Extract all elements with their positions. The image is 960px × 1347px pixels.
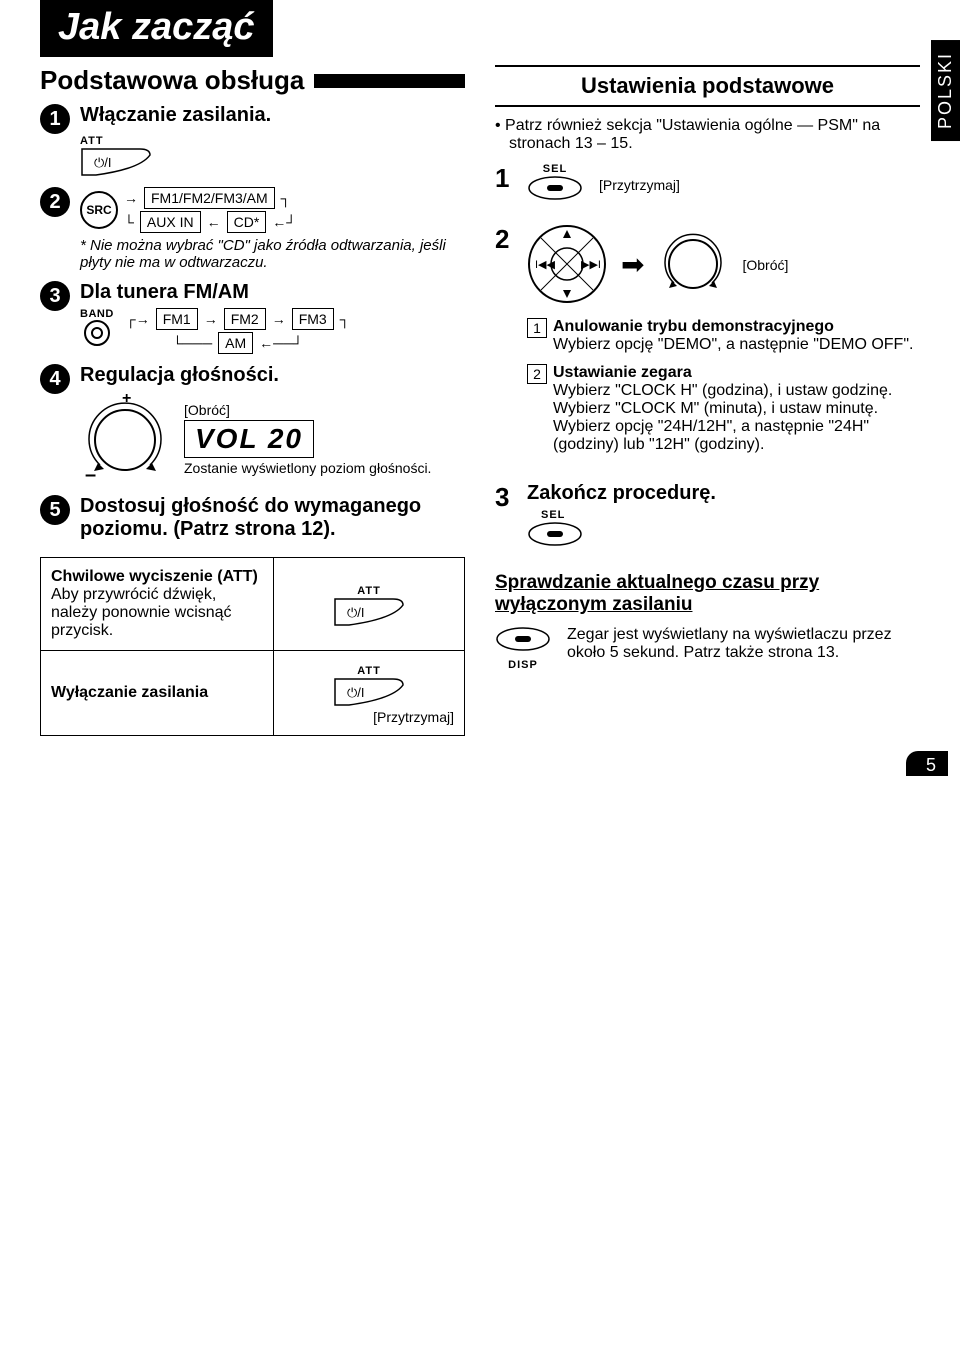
box-2: 2	[527, 364, 547, 384]
sel-button: SEL	[527, 509, 920, 552]
flow-corner: ┐	[340, 311, 350, 327]
thick-arrow-icon: ➡	[621, 248, 644, 281]
power-button-icon: ⏻/I	[333, 597, 405, 627]
arrow-icon: →	[204, 311, 218, 327]
src-button: SRC	[80, 191, 118, 229]
r3-title: Zakończ procedurę.	[527, 482, 920, 505]
flow-corner: ┌→	[126, 311, 150, 327]
svg-text:–: –	[85, 464, 96, 486]
cd-note: * Nie można wybrać "CD" jako źródła odtw…	[80, 237, 465, 271]
flow-fm-am: FM1/FM2/FM3/AM	[144, 187, 275, 209]
att-label: ATT	[80, 135, 152, 147]
flow-am: AM	[218, 332, 253, 354]
att-button: ATT ⏻/I	[80, 135, 152, 177]
arrow-icon: ←	[207, 214, 221, 230]
svg-text:▶▶I: ▶▶I	[581, 259, 601, 271]
demo-title: Anulowanie trybu demonstracyjnego	[553, 318, 920, 336]
clock-title: Ustawianie zegara	[553, 364, 920, 382]
sel-button: SEL	[527, 163, 583, 206]
language-tab: POLSKI	[931, 40, 960, 141]
power-button-icon: ⏻/I	[333, 677, 405, 707]
step-4-number: 4	[40, 364, 70, 394]
step-5-title: Dostosuj głośność do wymaganego poziomu.…	[80, 495, 465, 541]
setting-demo: 1 Anulowanie trybu demonstracyjnego Wybi…	[527, 318, 920, 354]
svg-text:I◀◀: I◀◀	[535, 259, 556, 271]
table-row-off: Wyłączanie zasilania ATT ⏻/I	[41, 651, 465, 736]
flow-corner: ←──┘	[259, 335, 303, 351]
table-row-mute: Chwilowe wyciszenie (ATT) Aby przywrócić…	[41, 558, 465, 651]
flow-fm1: FM1	[156, 308, 198, 330]
svg-text:⏻/I: ⏻/I	[347, 685, 365, 700]
att-button: ATT ⏻/I	[333, 665, 405, 707]
step-3-number: 3	[40, 281, 70, 311]
step-3-title: Dla tunera FM/AM	[80, 281, 465, 304]
flow-corner: └───	[172, 335, 212, 351]
off-title: Wyłączanie zasilania	[51, 684, 263, 702]
band-label: BAND	[80, 308, 114, 320]
flow-cd: CD*	[227, 211, 267, 233]
arrow-icon: ←┘	[272, 214, 296, 230]
svg-text:⏻/I: ⏻/I	[94, 155, 112, 170]
r-step-3: 3	[495, 482, 517, 513]
disp-label: DISP	[495, 659, 551, 671]
att-label: ATT	[333, 585, 405, 597]
lcd-display: VOL 20	[184, 420, 314, 458]
demo-text: Wybierz opcję "DEMO", a następnie "DEMO …	[553, 336, 920, 354]
settings-heading: Ustawienia podstawowe	[495, 65, 920, 107]
flow-fm3: FM3	[292, 308, 334, 330]
step-2-number: 2	[40, 187, 70, 217]
r-step-1: 1	[495, 163, 517, 194]
rotate-label: [Obróć]	[742, 257, 788, 273]
check-time-text: Zegar jest wyświetlany na wyświetlaczu p…	[567, 626, 920, 662]
r-step-2: 2	[495, 224, 517, 255]
disp-button-icon	[495, 626, 551, 652]
att-button: ATT ⏻/I	[333, 585, 405, 627]
setting-clock: 2 Ustawianie zegara Wybierz "CLOCK H" (g…	[527, 364, 920, 454]
step-1-number: 1	[40, 104, 70, 134]
step-4-title: Regulacja głośności.	[80, 364, 465, 387]
rotate-label: [Obróć]	[184, 402, 431, 418]
flow-aux: AUX IN	[140, 211, 201, 233]
sel-button-icon	[527, 175, 583, 201]
small-knob-icon	[658, 229, 728, 299]
check-time-heading: Sprawdzanie aktualnego czasu przy wyłącz…	[495, 572, 920, 616]
page-title-banner: Jak zacząć	[40, 0, 273, 57]
power-button-icon: ⏻/I	[80, 147, 152, 177]
band-button-icon	[84, 320, 110, 346]
flow-corner: └	[124, 214, 134, 230]
step-1-title: Włączanie zasilania.	[80, 104, 465, 127]
sel-button-icon	[527, 521, 583, 547]
clock-l1: Wybierz "CLOCK H" (godzina), i ustaw god…	[553, 382, 920, 400]
hold-label: [Przytrzymaj]	[599, 177, 680, 193]
box-1: 1	[527, 318, 547, 338]
page-number: 5	[906, 751, 948, 776]
disp-button: DISP	[495, 626, 551, 671]
subtitle-row: Podstawowa obsługa	[40, 65, 465, 96]
sel-label: SEL	[527, 509, 920, 521]
mute-text: Aby przywrócić dźwięk, należy ponownie w…	[51, 586, 263, 640]
svg-text:⏻/I: ⏻/I	[347, 605, 365, 620]
svg-text:+: +	[122, 390, 131, 407]
dpad-icon: I◀◀ ▶▶I	[527, 224, 607, 304]
att-label: ATT	[333, 665, 405, 677]
see-also-bullet: • Patrz również sekcja "Ustawienia ogóln…	[495, 117, 920, 153]
step-5-number: 5	[40, 495, 70, 525]
clock-l2: Wybierz "CLOCK M" (minuta), i ustaw minu…	[553, 400, 920, 418]
subtitle-bar	[314, 74, 465, 88]
sel-label: SEL	[527, 163, 583, 175]
subtitle-text: Podstawowa obsługa	[40, 65, 304, 96]
clock-l3: Wybierz opcję "24H/12H", a następnie "24…	[553, 418, 920, 454]
actions-table: Chwilowe wyciszenie (ATT) Aby przywrócić…	[40, 557, 465, 736]
hold-label: [Przytrzymaj]	[292, 709, 454, 725]
flow-corner: ┐	[281, 190, 291, 206]
volume-caption: Zostanie wyświetlony poziom głośności.	[184, 460, 431, 476]
flow-fm2: FM2	[224, 308, 266, 330]
volume-knob-icon: + –	[80, 395, 170, 485]
mute-title: Chwilowe wyciszenie (ATT)	[51, 568, 263, 586]
arrow-icon: →	[272, 311, 286, 327]
arrow-icon: →	[124, 190, 138, 206]
